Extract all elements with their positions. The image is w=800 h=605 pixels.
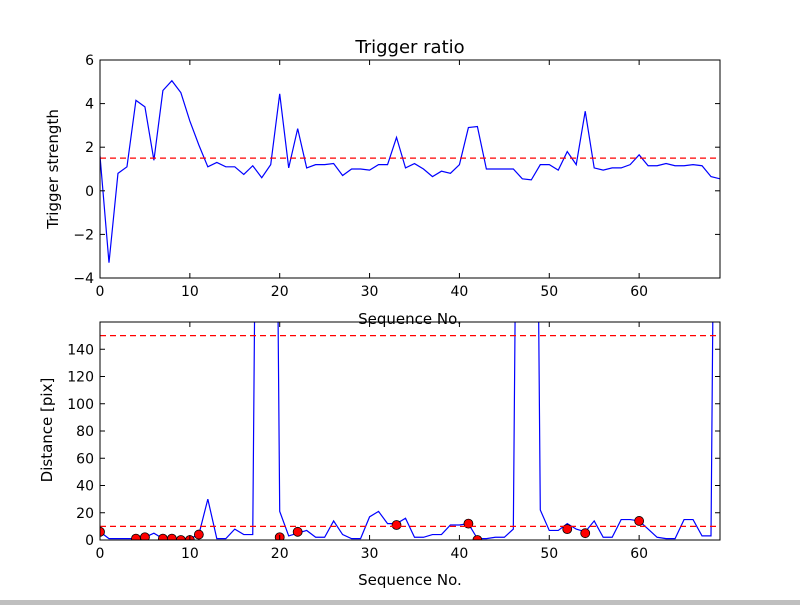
data-point-marker [131,533,141,540]
y-tick-label: 20 [76,506,94,522]
x-tick-label: 50 [540,284,558,300]
y-tick-label: 2 [85,140,94,156]
y-tick-label: −4 [73,271,94,287]
y-tick-label: 120 [67,370,94,386]
x-tick-label: 10 [181,284,199,300]
data-point-marker [391,520,402,530]
chart-title: Trigger ratio [354,37,464,58]
x-tick-label: 40 [451,546,469,562]
y-tick-label: 100 [67,397,94,413]
x-tick-label: 20 [271,284,289,300]
x-tick-label: 50 [540,546,558,562]
data-point-marker [100,526,105,537]
y-tick-label: 0 [85,533,94,549]
axes-frame [99,59,721,279]
x-axis-label: Sequence No. [358,310,462,328]
x-tick-label: 0 [96,284,105,300]
x-tick-label: 60 [630,546,648,562]
y-tick-label: −2 [73,227,94,243]
data-point-marker [193,529,204,540]
y-tick-label: 140 [67,342,94,358]
y-tick-label: 0 [85,184,94,200]
y-tick-label: 60 [76,451,94,467]
x-tick-label: 60 [630,284,648,300]
x-axis-label: Sequence No. [358,571,462,589]
y-tick-label: 80 [76,424,94,440]
data-point-marker [175,535,186,540]
trigger-ratio-panel: Trigger ratio Sequence No. Trigger stren… [44,37,721,328]
plot-area [100,322,720,540]
axes-frame [99,321,721,541]
data-point-marker [166,533,177,540]
x-tick-label: 30 [361,546,379,562]
data-point-marker [634,516,645,526]
data-point-marker [580,528,591,539]
plot-area [100,79,720,263]
y-tick-label: 4 [85,97,94,113]
data-point-marker [292,526,303,537]
series-line [100,322,714,540]
y-axis-label: Trigger strength [44,109,62,230]
x-tick-label: 40 [451,284,469,300]
y-axis-label: Distance [pix] [38,378,56,483]
series-line [100,79,720,263]
y-tick-label: 40 [76,479,94,495]
y-tick-label: 6 [85,53,94,69]
x-tick-label: 10 [181,546,199,562]
x-tick-label: 0 [96,546,105,562]
data-point-marker [472,535,483,540]
x-tick-label: 30 [361,284,379,300]
x-tick-label: 20 [271,546,289,562]
distance-panel: Sequence No. Distance [pix] 0 10 20 30 40 50 6… [38,321,721,589]
data-point-marker [157,533,168,540]
data-point-marker [140,532,150,540]
